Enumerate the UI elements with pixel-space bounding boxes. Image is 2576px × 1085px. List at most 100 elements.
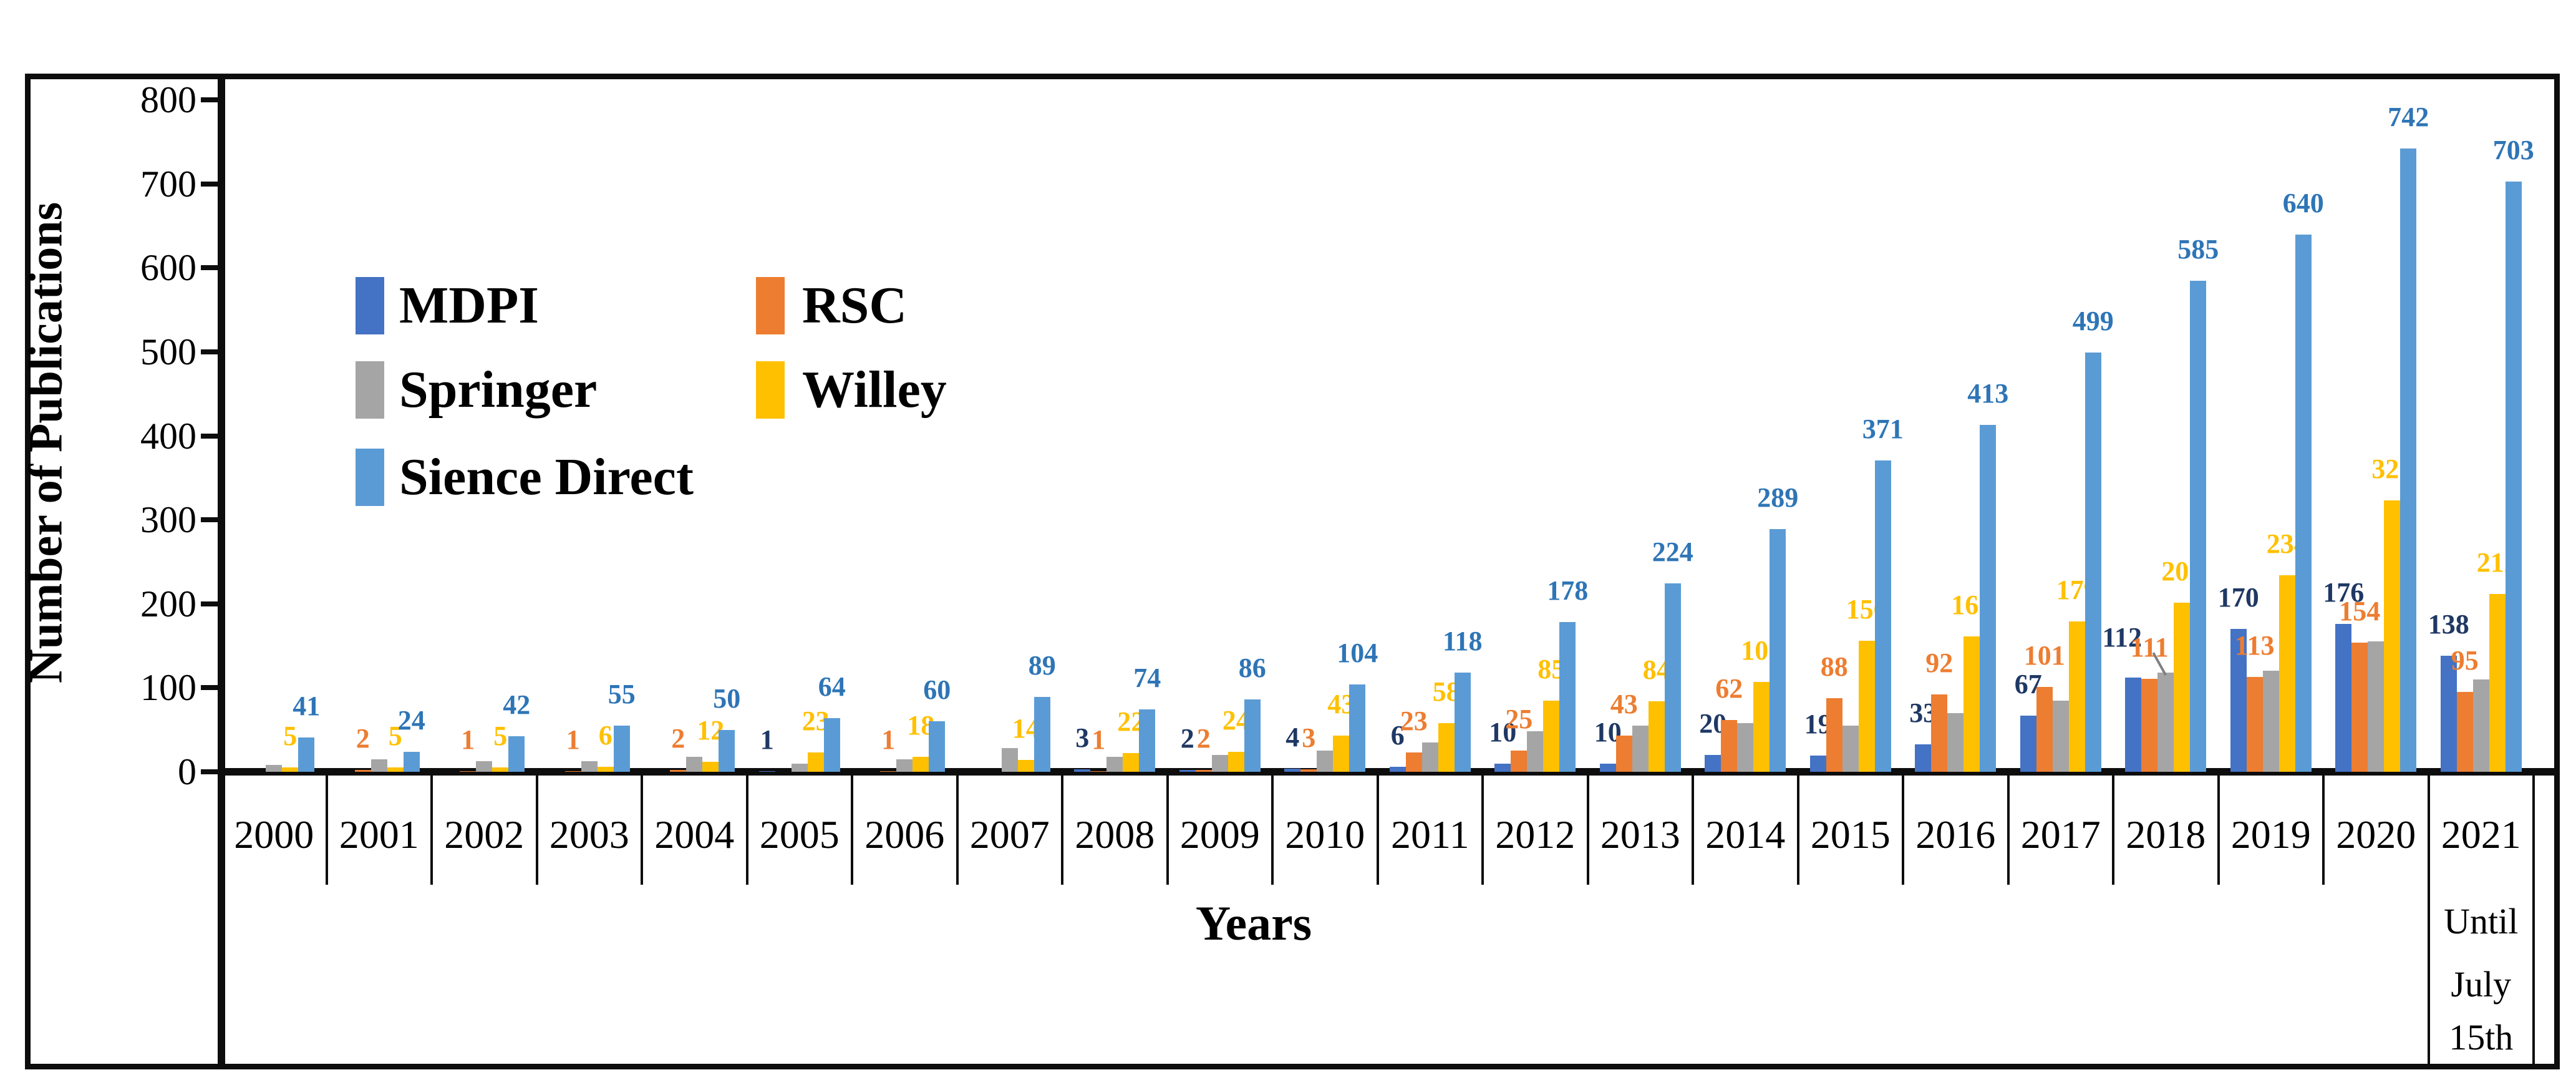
bar-mdpi-2014	[1705, 755, 1721, 772]
data-label-willey-2003: 6	[598, 719, 613, 751]
bar-mdpi-2005	[758, 771, 775, 772]
data-label-sience-direct-2016: 413	[1967, 378, 2009, 409]
y-tick-mark-700	[201, 181, 221, 187]
year-separator-19	[2217, 776, 2220, 885]
bar-willey-2011	[1438, 723, 1455, 772]
year-label-2002: 2002	[444, 812, 525, 857]
bar-mdpi-2019	[2230, 629, 2247, 772]
bar-willey-2012	[1543, 700, 1560, 772]
bar-willey-2010	[1333, 736, 1350, 772]
bar-sience-direct-2013	[1664, 583, 1681, 772]
data-label-sience-direct-2005: 64	[818, 671, 846, 702]
x-axis-note-line-1: Until	[2444, 901, 2519, 941]
data-label-mdpi-2021: 138	[2428, 609, 2469, 640]
bar-mdpi-2016	[1915, 744, 1932, 772]
bar-rsc-2008	[1090, 771, 1107, 772]
bar-mdpi-2013	[1599, 763, 1616, 772]
bar-sience-direct-2002	[508, 736, 525, 772]
data-label-mdpi-2008: 3	[1075, 722, 1090, 753]
data-label-sience-direct-2012: 178	[1547, 575, 1589, 606]
year-separator-3	[535, 776, 538, 885]
data-label-mdpi-2018: 112	[2102, 622, 2143, 653]
data-label-willey-2000: 5	[283, 721, 298, 752]
year-separator-2	[430, 776, 433, 885]
data-label-sience-direct-2021: 703	[2492, 134, 2534, 165]
legend-swatch-mdpi	[356, 277, 384, 334]
data-label-rsc-2008: 1	[1092, 724, 1106, 755]
bar-rsc-2010	[1300, 769, 1317, 772]
bar-rsc-2015	[1826, 698, 1842, 772]
bar-springer-2005	[791, 763, 808, 772]
data-label-sience-direct-2001: 24	[397, 704, 425, 736]
y-axis-line	[218, 74, 225, 1064]
year-separator-13	[1586, 776, 1589, 885]
data-label-mdpi-2005: 1	[760, 724, 774, 755]
bar-springer-2004	[686, 756, 703, 772]
bar-willey-2014	[1753, 681, 1770, 772]
year-label-2011: 2011	[1390, 812, 1470, 857]
bar-sience-direct-2005	[823, 718, 840, 772]
year-label-2020: 2020	[2336, 812, 2416, 857]
year-label-2000: 2000	[234, 812, 314, 857]
y-tick-mark-100	[201, 685, 221, 691]
bar-willey-2006	[913, 756, 929, 772]
year-label-2006: 2006	[864, 812, 945, 857]
x-axis-title: Years	[1195, 896, 1312, 950]
data-label-rsc-2003: 1	[566, 724, 580, 755]
data-label-willey-2002: 5	[493, 721, 508, 752]
bar-rsc-2014	[1721, 719, 1738, 772]
year-label-2007: 2007	[969, 812, 1050, 857]
bar-willey-2015	[1858, 641, 1875, 772]
data-label-sience-direct-2007: 89	[1028, 650, 1056, 681]
data-label-rsc-2016: 92	[1925, 648, 1954, 679]
bar-mdpi-2021	[2440, 656, 2457, 772]
bar-sience-direct-2008	[1139, 709, 1156, 772]
bar-springer-2015	[1842, 725, 1859, 772]
data-label-rsc-2018: 111	[2130, 631, 2169, 663]
bar-rsc-2021	[2456, 692, 2473, 772]
data-label-rsc-2020: 154	[2339, 595, 2381, 626]
bar-springer-2014	[1737, 723, 1754, 772]
data-label-mdpi-2009: 2	[1180, 723, 1194, 754]
bar-sience-direct-2007	[1034, 697, 1050, 772]
bar-sience-direct-2019	[2295, 234, 2312, 772]
data-label-rsc-2021: 95	[2451, 645, 2479, 676]
bar-willey-2007	[1017, 760, 1034, 772]
data-label-rsc-2019: 113	[2234, 630, 2275, 661]
year-label-2003: 2003	[549, 812, 629, 857]
data-label-rsc-2011: 23	[1400, 706, 1428, 737]
bar-willey-2018	[2174, 603, 2191, 772]
bar-springer-2007	[1001, 748, 1018, 772]
y-tick-label-700: 700	[140, 163, 196, 205]
bar-sience-direct-2018	[2190, 280, 2207, 772]
legend-swatch-rsc	[756, 277, 785, 334]
year-label-2017: 2017	[2020, 812, 2101, 857]
year-label-2005: 2005	[759, 812, 840, 857]
data-label-willey-2001: 5	[388, 721, 402, 752]
year-separator-18	[2112, 776, 2114, 885]
data-label-sience-direct-2006: 60	[923, 674, 951, 706]
bar-sience-direct-2006	[929, 721, 946, 772]
bar-sience-direct-2009	[1244, 699, 1261, 772]
data-label-rsc-2017: 101	[2023, 640, 2065, 671]
y-tick-mark-400	[201, 433, 221, 439]
year-label-2004: 2004	[654, 812, 735, 857]
year-separator-5	[745, 776, 748, 885]
bar-rsc-2011	[1405, 752, 1422, 772]
data-label-sience-direct-2010: 104	[1337, 638, 1378, 669]
data-label-rsc-2015: 88	[1820, 651, 1848, 682]
y-tick-mark-300	[201, 517, 221, 523]
legend-swatch-sience-direct	[356, 449, 384, 506]
year-separator-11	[1376, 776, 1379, 885]
bar-mdpi-2012	[1494, 763, 1511, 772]
bar-rsc-2001	[354, 770, 371, 772]
bar-sience-direct-2020	[2400, 148, 2417, 772]
bar-rsc-2018	[2141, 678, 2158, 772]
bar-springer-2018	[2157, 673, 2174, 772]
bar-rsc-2012	[1511, 751, 1528, 772]
bar-springer-2002	[476, 761, 493, 772]
year-separator-1	[325, 776, 328, 885]
legend-swatch-springer	[356, 361, 384, 419]
bar-sience-direct-2001	[403, 751, 420, 772]
